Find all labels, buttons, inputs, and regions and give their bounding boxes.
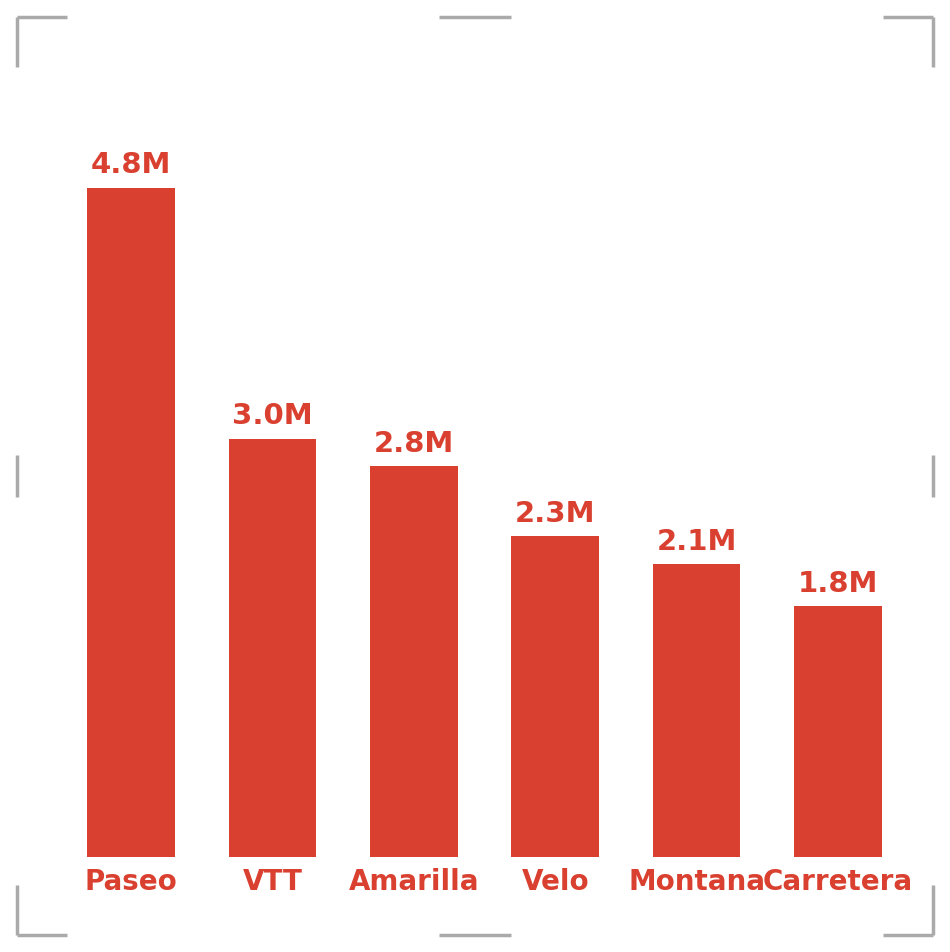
Bar — [370, 466, 458, 857]
Text: 4.8M: 4.8M — [91, 151, 171, 179]
Text: 1.8M: 1.8M — [798, 569, 878, 598]
Bar — [653, 564, 740, 857]
Bar — [794, 605, 882, 857]
Text: 3.0M: 3.0M — [232, 403, 313, 430]
Text: 2.1M: 2.1M — [656, 527, 737, 556]
Text: 2.3M: 2.3M — [515, 500, 596, 527]
Bar — [87, 188, 175, 857]
Bar — [229, 439, 316, 857]
Bar — [511, 536, 599, 857]
Text: 2.8M: 2.8M — [373, 430, 454, 458]
